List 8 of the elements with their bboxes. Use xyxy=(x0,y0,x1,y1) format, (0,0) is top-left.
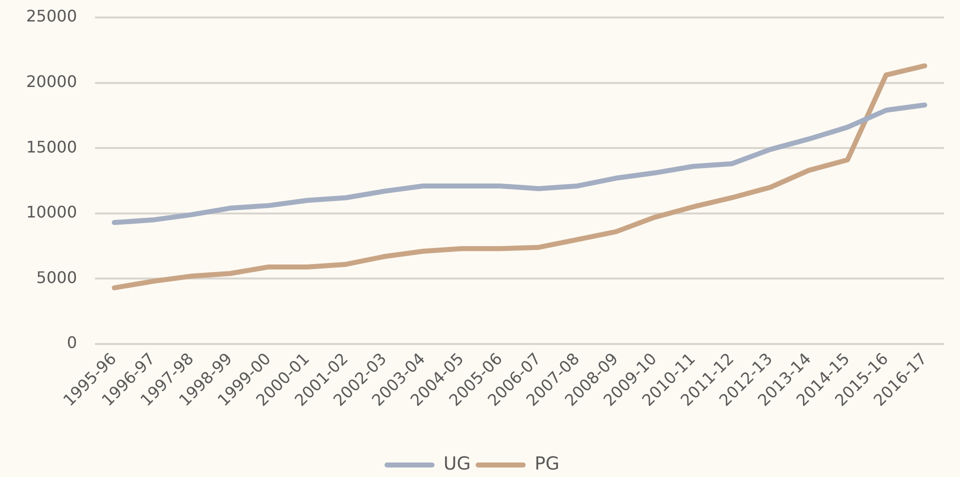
y-tick-label: 10000 xyxy=(26,202,77,222)
y-tick-label: 15000 xyxy=(26,137,77,156)
legend-label: PG xyxy=(534,454,560,475)
y-tick-label: 0 xyxy=(66,333,77,352)
y-tick-label: 25000 xyxy=(26,6,77,26)
y-tick-label: 5000 xyxy=(36,268,77,287)
y-tick-label: 20000 xyxy=(26,72,77,91)
legend-label: UG xyxy=(444,454,471,475)
